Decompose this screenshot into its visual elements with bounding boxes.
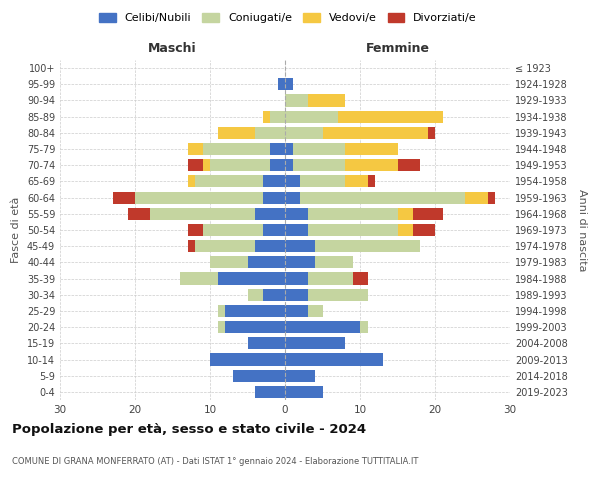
Bar — [270, 110, 285, 122]
Bar — [263, 288, 285, 301]
Text: Maschi: Maschi — [148, 42, 197, 55]
Bar — [277, 78, 285, 90]
Bar — [113, 192, 135, 203]
Bar — [263, 110, 270, 122]
Bar — [285, 110, 337, 122]
Bar — [187, 176, 195, 188]
Bar — [255, 208, 285, 220]
Bar — [308, 208, 398, 220]
Bar — [187, 240, 195, 252]
Bar — [203, 143, 270, 155]
Bar — [255, 240, 285, 252]
Bar — [337, 110, 443, 122]
Bar — [285, 159, 293, 172]
Bar — [218, 272, 285, 284]
Bar — [285, 386, 323, 398]
Bar — [285, 240, 315, 252]
Bar — [270, 143, 285, 155]
Bar — [413, 224, 435, 236]
Bar — [270, 159, 285, 172]
Bar — [285, 305, 308, 317]
Bar — [398, 224, 413, 236]
Bar — [187, 159, 203, 172]
Bar — [210, 159, 270, 172]
Legend: Celibi/Nubili, Coniugati/e, Vedovi/e, Divorziati/e: Celibi/Nubili, Coniugati/e, Vedovi/e, Di… — [95, 8, 481, 28]
Bar — [218, 321, 225, 333]
Bar — [398, 159, 420, 172]
Bar — [487, 192, 495, 203]
Y-axis label: Anni di nascita: Anni di nascita — [577, 188, 587, 271]
Bar — [285, 370, 315, 382]
Bar — [323, 127, 427, 139]
Bar — [218, 127, 255, 139]
Bar — [427, 127, 435, 139]
Bar — [315, 240, 420, 252]
Bar — [135, 192, 263, 203]
Bar — [180, 272, 218, 284]
Bar — [285, 272, 308, 284]
Bar — [248, 288, 263, 301]
Bar — [345, 159, 398, 172]
Bar — [293, 159, 345, 172]
Bar — [308, 224, 398, 236]
Bar — [285, 143, 293, 155]
Y-axis label: Fasce di età: Fasce di età — [11, 197, 21, 263]
Bar — [195, 240, 255, 252]
Bar — [398, 208, 413, 220]
Bar — [285, 176, 300, 188]
Bar — [195, 176, 263, 188]
Bar — [255, 127, 285, 139]
Bar — [225, 321, 285, 333]
Bar — [248, 338, 285, 349]
Bar — [315, 256, 353, 268]
Bar — [248, 256, 285, 268]
Bar — [210, 354, 285, 366]
Bar — [263, 224, 285, 236]
Bar — [285, 354, 383, 366]
Bar — [225, 305, 285, 317]
Bar — [285, 208, 308, 220]
Bar — [285, 256, 315, 268]
Text: Popolazione per età, sesso e stato civile - 2024: Popolazione per età, sesso e stato civil… — [12, 422, 366, 436]
Bar — [285, 192, 300, 203]
Bar — [263, 192, 285, 203]
Bar — [308, 288, 367, 301]
Bar — [360, 321, 367, 333]
Bar — [285, 321, 360, 333]
Bar — [413, 208, 443, 220]
Bar — [203, 159, 210, 172]
Bar — [285, 338, 345, 349]
Bar — [187, 143, 203, 155]
Bar — [285, 224, 308, 236]
Bar — [367, 176, 375, 188]
Bar — [285, 94, 308, 106]
Bar — [233, 370, 285, 382]
Bar — [345, 176, 367, 188]
Bar — [300, 176, 345, 188]
Bar — [308, 272, 353, 284]
Bar — [203, 224, 263, 236]
Bar — [263, 176, 285, 188]
Bar — [218, 305, 225, 317]
Bar — [300, 192, 465, 203]
Text: Femmine: Femmine — [365, 42, 430, 55]
Bar — [308, 94, 345, 106]
Bar — [285, 78, 293, 90]
Text: COMUNE DI GRANA MONFERRATO (AT) - Dati ISTAT 1° gennaio 2024 - Elaborazione TUTT: COMUNE DI GRANA MONFERRATO (AT) - Dati I… — [12, 458, 418, 466]
Bar — [150, 208, 255, 220]
Bar — [210, 256, 248, 268]
Bar — [308, 305, 323, 317]
Bar — [345, 143, 398, 155]
Bar — [285, 127, 323, 139]
Bar — [465, 192, 487, 203]
Bar — [353, 272, 367, 284]
Bar — [285, 288, 308, 301]
Bar — [255, 386, 285, 398]
Bar — [293, 143, 345, 155]
Bar — [128, 208, 150, 220]
Bar — [187, 224, 203, 236]
